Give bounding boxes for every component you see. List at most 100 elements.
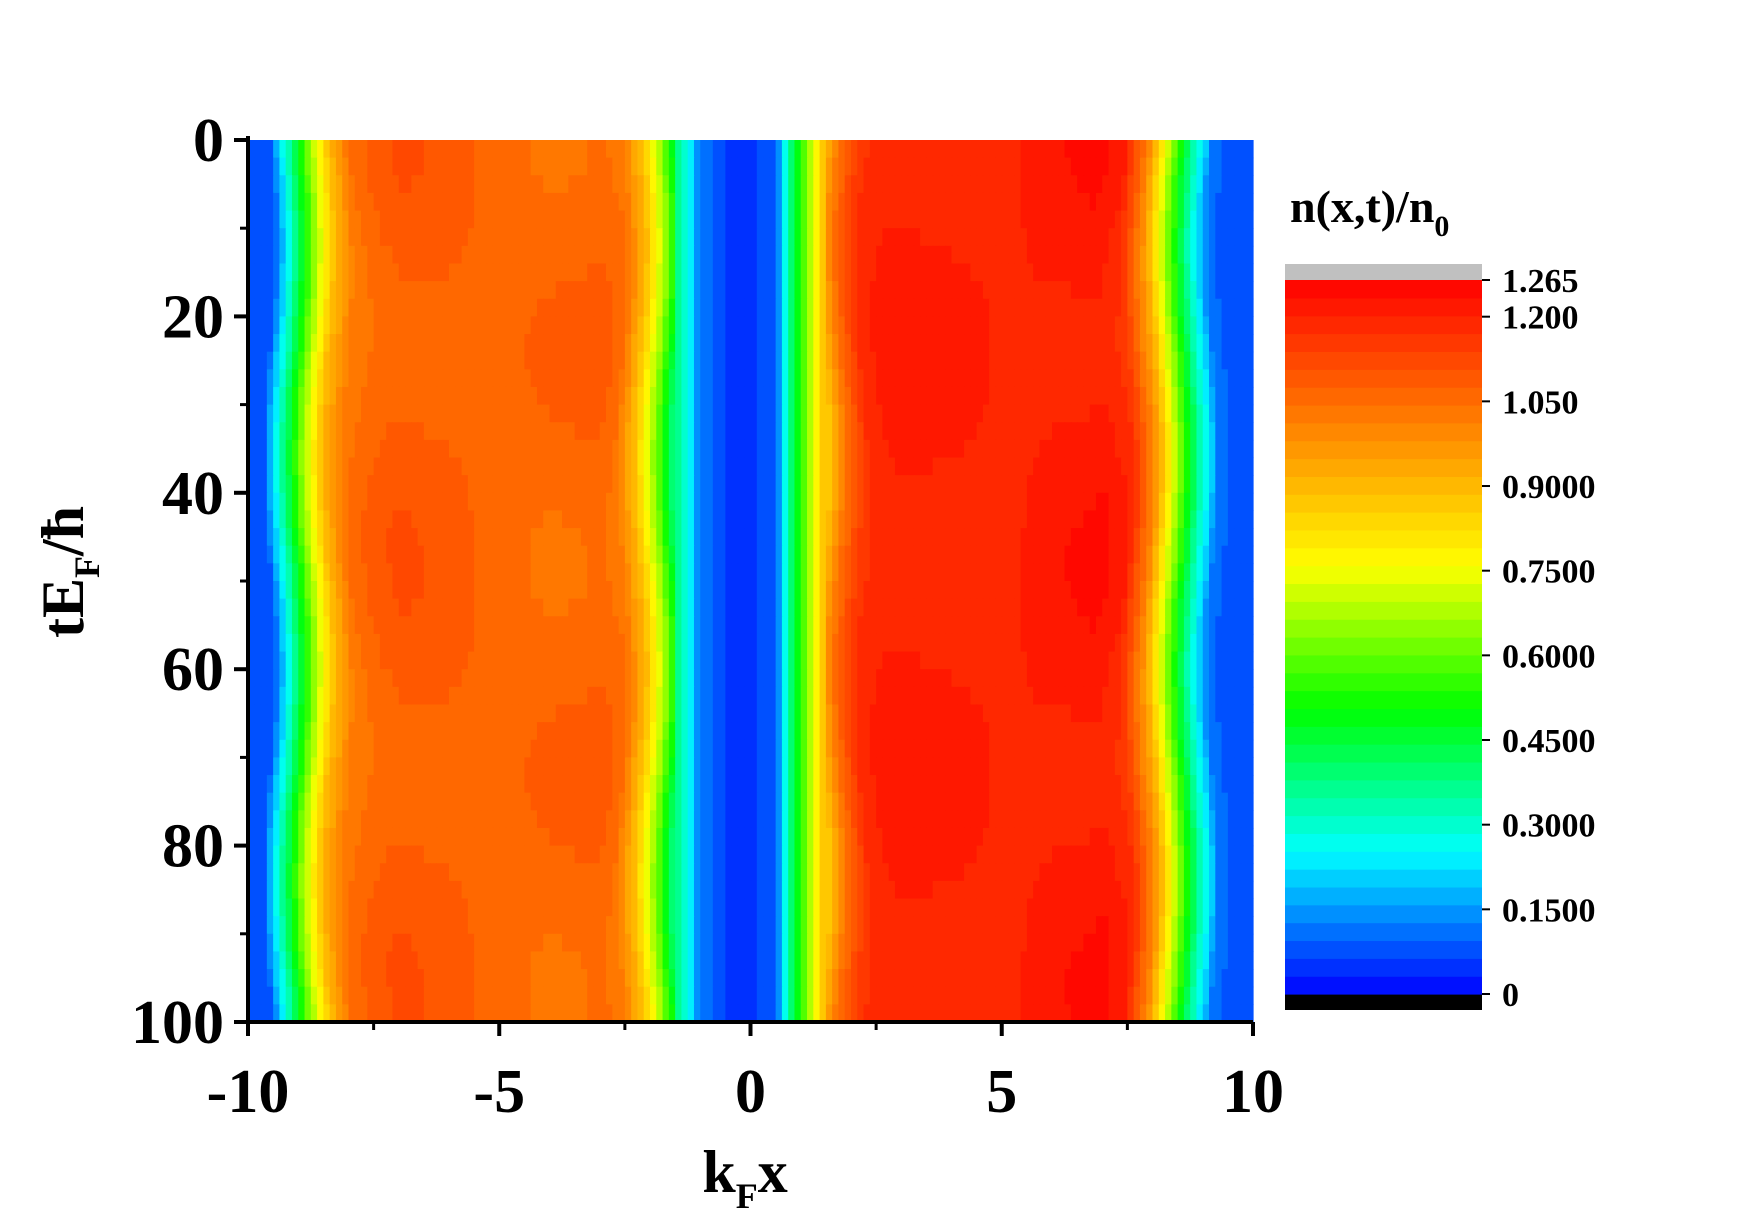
heatmap-cell: [744, 351, 752, 370]
heatmap-cell: [273, 334, 281, 353]
heatmap-cell: [932, 245, 940, 265]
heatmap-cell: [317, 439, 324, 459]
heatmap-cell: [1240, 245, 1248, 265]
heatmap-cell: [405, 563, 412, 582]
heatmap-cell: [348, 404, 356, 423]
heatmap-cell: [1058, 140, 1066, 159]
heatmap-cell: [317, 298, 324, 317]
heatmap-cell: [901, 598, 909, 617]
heatmap-cell: [945, 316, 953, 335]
heatmap-cell: [423, 386, 431, 406]
heatmap-cell: [1133, 228, 1141, 247]
heatmap-cell: [712, 439, 720, 459]
heatmap-cell: [430, 192, 438, 212]
heatmap-cell: [737, 616, 745, 635]
heatmap-cell: [844, 422, 852, 441]
heatmap-cell: [675, 598, 683, 617]
heatmap-cell: [405, 281, 412, 300]
heatmap-cell: [838, 439, 846, 459]
heatmap-cell: [1139, 598, 1147, 617]
heatmap-cell: [844, 545, 852, 564]
heatmap-cell: [1026, 404, 1034, 423]
heatmap-cell: [1246, 334, 1254, 353]
heatmap-cell: [373, 616, 381, 635]
heatmap-cell: [373, 492, 381, 512]
heatmap-cell: [612, 651, 620, 670]
heatmap-cell: [467, 404, 475, 423]
heatmap-cell: [964, 439, 971, 459]
heatmap-cell: [982, 157, 990, 176]
heatmap-cell: [1095, 669, 1103, 688]
heatmap-cell: [248, 228, 255, 247]
heatmap-cell: [982, 581, 990, 600]
heatmap-cell: [348, 545, 356, 564]
heatmap-cell: [744, 633, 752, 653]
heatmap-cell: [580, 581, 588, 600]
heatmap-cell: [750, 581, 758, 600]
heatmap-cell: [1058, 651, 1066, 670]
heatmap-cell: [1227, 598, 1235, 617]
heatmap-cell: [273, 351, 281, 370]
heatmap-cell: [606, 210, 613, 229]
heatmap-cell: [549, 545, 557, 564]
heatmap-cell: [291, 616, 299, 635]
heatmap-cell: [788, 439, 796, 459]
heatmap-cell: [1183, 351, 1191, 370]
heatmap-cell: [719, 351, 726, 370]
heatmap-cell: [656, 351, 664, 370]
heatmap-cell: [775, 563, 783, 582]
heatmap-cell: [976, 351, 984, 370]
heatmap-cell: [1177, 140, 1185, 159]
heatmap-cell: [700, 475, 708, 494]
heatmap-cell: [894, 439, 902, 459]
heatmap-cell: [1089, 351, 1097, 370]
heatmap-cell: [894, 351, 902, 370]
heatmap-cell: [486, 633, 494, 653]
heatmap-cell: [1215, 369, 1223, 388]
heatmap-cell: [750, 651, 758, 670]
heatmap-cell: [329, 563, 337, 582]
heatmap-cell: [342, 404, 350, 423]
heatmap-cell: [656, 263, 664, 282]
heatmap-cell: [348, 492, 356, 512]
heatmap-cell: [995, 140, 1003, 159]
heatmap-cell: [1139, 669, 1147, 688]
heatmap-cell: [291, 492, 299, 512]
heatmap-cell: [361, 157, 368, 176]
heatmap-cell: [379, 457, 387, 476]
heatmap-cell: [373, 422, 381, 441]
heatmap-cell: [279, 157, 287, 176]
heatmap-cell: [926, 475, 934, 494]
heatmap-cell: [291, 510, 299, 529]
heatmap-cell: [574, 616, 582, 635]
heatmap-cell: [888, 633, 896, 653]
heatmap-cell: [1095, 210, 1103, 229]
heatmap-cell: [882, 281, 890, 300]
heatmap-cell: [511, 263, 519, 282]
heatmap-cell: [913, 598, 921, 617]
heatmap-cell: [1152, 475, 1160, 494]
heatmap-cell: [1083, 475, 1091, 494]
heatmap-cell: [976, 369, 984, 388]
heatmap-cell: [505, 298, 513, 317]
heatmap-cell: [612, 404, 620, 423]
heatmap-cell: [851, 157, 858, 176]
heatmap-cell: [254, 281, 262, 300]
heatmap-cell: [568, 633, 576, 653]
heatmap-cell: [1077, 140, 1085, 159]
heatmap-cell: [675, 334, 683, 353]
heatmap-cell: [888, 263, 896, 282]
heatmap-cell: [995, 669, 1003, 688]
heatmap-cell: [1020, 404, 1028, 423]
heatmap-cell: [675, 669, 683, 688]
heatmap-cell: [467, 686, 475, 706]
heatmap-cell: [913, 439, 921, 459]
heatmap-cell: [442, 334, 450, 353]
heatmap-cell: [524, 316, 532, 335]
heatmap-cell: [392, 616, 400, 635]
heatmap-cell: [1139, 457, 1147, 476]
heatmap-cell: [549, 210, 557, 229]
heatmap-cell: [248, 439, 255, 459]
heatmap-cell: [335, 528, 343, 547]
heatmap-cell: [1039, 210, 1047, 229]
